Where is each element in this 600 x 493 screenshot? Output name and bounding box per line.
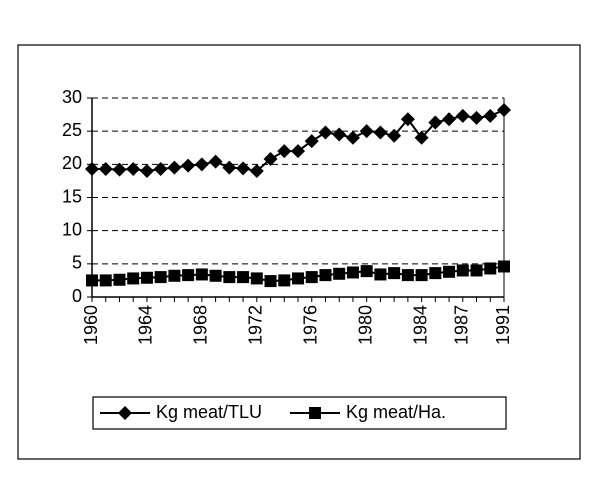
data-point	[484, 262, 497, 275]
data-point	[86, 274, 98, 287]
x-tick-label: 1984	[410, 305, 430, 345]
data-point	[292, 272, 304, 285]
y-tick-label: 30	[62, 87, 82, 107]
data-point	[442, 112, 457, 127]
legend-marker	[118, 406, 132, 420]
legend-label: Kg meat/Ha.	[346, 402, 446, 422]
data-point	[304, 134, 319, 149]
data-point	[388, 267, 401, 280]
data-point	[373, 125, 388, 140]
data-point	[140, 271, 153, 284]
data-point	[359, 124, 374, 139]
data-point	[249, 163, 264, 178]
data-point	[415, 269, 428, 282]
data-point	[332, 127, 347, 142]
legend-label: Kg meat/TLU	[156, 402, 262, 422]
data-point	[497, 102, 511, 117]
data-point	[456, 264, 469, 277]
data-point	[153, 161, 168, 176]
data-point	[428, 115, 443, 130]
data-point	[278, 274, 291, 287]
data-point	[400, 112, 415, 127]
data-point	[319, 269, 332, 282]
data-point	[264, 275, 277, 288]
x-tick-label: 1960	[81, 305, 101, 345]
y-tick-label: 10	[62, 219, 82, 239]
data-point	[498, 260, 510, 273]
data-point	[139, 163, 154, 178]
y-tick-label: 5	[72, 253, 82, 273]
data-point	[195, 268, 208, 281]
data-point	[333, 267, 346, 280]
x-tick-label: 1991	[493, 305, 513, 345]
data-point	[222, 160, 237, 175]
data-point	[223, 271, 236, 284]
data-point	[263, 152, 278, 167]
data-point	[154, 271, 167, 284]
data-point	[85, 161, 99, 176]
data-point	[112, 162, 127, 177]
y-tick-label: 25	[62, 120, 82, 140]
data-point	[194, 157, 209, 172]
data-point	[127, 272, 140, 285]
data-point	[277, 144, 292, 159]
data-point	[181, 158, 196, 173]
data-point	[414, 130, 429, 145]
data-point	[113, 273, 126, 286]
data-point	[305, 271, 318, 284]
data-point	[168, 269, 181, 282]
data-point	[291, 144, 305, 159]
data-point	[345, 130, 360, 145]
data-point	[469, 110, 484, 125]
data-point	[167, 160, 182, 175]
data-point	[208, 154, 223, 169]
data-point	[470, 264, 483, 277]
data-point	[360, 265, 373, 278]
data-point	[346, 266, 359, 279]
data-point	[483, 108, 498, 123]
data-point	[401, 269, 414, 282]
data-point	[98, 161, 113, 176]
x-tick-label: 1972	[246, 305, 266, 345]
data-point	[443, 265, 456, 278]
y-tick-label: 0	[72, 286, 82, 306]
legend-marker	[309, 407, 321, 419]
data-point	[429, 267, 442, 280]
x-tick-label: 1964	[136, 305, 156, 345]
x-tick-label: 1980	[355, 305, 375, 345]
data-point	[99, 274, 112, 287]
x-tick-label: 1976	[300, 305, 320, 345]
data-point	[318, 125, 333, 140]
y-tick-label: 20	[62, 153, 82, 173]
data-point	[126, 161, 141, 176]
x-tick-label: 1987	[452, 305, 472, 345]
data-point	[236, 161, 251, 176]
x-tick-label: 1968	[191, 305, 211, 345]
data-point	[374, 268, 387, 281]
y-tick-label: 15	[62, 186, 82, 206]
data-point	[250, 272, 263, 285]
data-point	[237, 271, 250, 284]
data-point	[209, 269, 222, 282]
data-point	[387, 128, 402, 143]
data-point	[455, 108, 470, 123]
data-point	[182, 269, 195, 282]
